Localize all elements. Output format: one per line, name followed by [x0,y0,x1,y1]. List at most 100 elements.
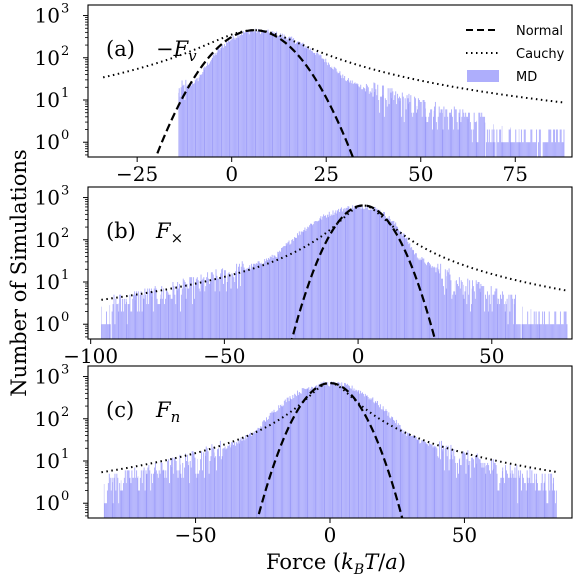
md-bar [496,288,498,339]
md-bar [543,483,545,518]
md-bar [340,208,341,339]
md-bar [471,280,473,339]
md-bar [454,109,456,157]
md-bar [426,265,428,339]
md-bar [359,393,361,518]
md-bar [229,444,231,518]
md-bar [224,446,226,518]
md-bar [312,51,313,157]
md-bar [208,64,209,157]
md-bar [321,219,323,339]
md-bar [349,80,351,157]
md-bar [510,294,512,339]
md-bar [380,409,382,518]
md-bar [131,470,133,518]
md-bar [269,413,271,518]
md-bar [241,440,243,518]
md-bar [431,109,433,157]
md-bar [264,420,266,518]
md-bar [105,324,107,339]
md-bar [135,294,136,339]
md-bar [260,34,261,157]
md-bar [337,381,339,518]
md-bar [110,490,112,518]
md-bar [181,288,183,339]
md-bar [489,142,491,157]
md-bar [479,112,481,157]
md-bar [149,288,151,339]
md-bar [341,211,343,339]
md-bar [267,258,269,339]
md-bar [132,298,134,339]
md-bar [244,440,246,518]
md-bar [249,31,251,157]
md-bar [138,490,139,518]
md-bar [411,112,413,157]
md-bar [530,483,532,518]
md-bar [563,129,565,157]
md-bar [368,399,370,518]
md-bar [302,42,304,157]
md-bar [213,446,215,518]
md-bar [210,272,212,339]
md-bar [269,256,271,339]
md-bar [260,426,262,518]
md-bar [281,33,283,157]
md-bar [217,278,219,339]
md-bar [330,381,332,518]
md-bar [519,142,521,157]
md-bar [564,311,566,339]
md-bar [453,106,455,157]
md-bar [446,456,448,518]
md-bar [354,206,356,339]
panel-label: (a) [106,37,135,61]
md-bar [231,38,233,157]
md-bar [459,109,461,157]
md-bar [553,324,555,339]
md-bar [477,457,479,518]
md-bar [461,282,463,339]
md-bar [323,381,325,518]
md-bar [466,116,468,157]
md-bar [331,68,333,157]
md-bar [407,241,409,339]
md-bar [216,470,218,518]
md-bar [107,324,109,339]
md-bar [164,304,166,339]
md-bar [490,459,492,518]
md-bar [130,311,132,339]
md-bar [490,286,492,339]
md-bar [443,294,445,339]
md-bar [550,129,552,157]
md-bar [202,278,204,339]
md-bar [308,387,310,518]
md-bar [279,250,281,339]
md-bar [113,294,115,339]
md-bar [207,451,209,518]
md-bar [415,98,417,157]
md-bar [218,448,219,518]
md-bar [121,298,123,339]
md-bar [211,57,213,157]
md-bar [473,459,474,518]
md-bar [316,221,318,339]
md-bar [382,215,384,339]
md-bar [335,385,337,518]
md-bar [364,91,366,157]
md-bar [297,41,299,157]
md-bar [232,274,234,339]
md-bar [417,98,419,157]
md-bar [404,98,406,157]
md-bar [361,392,363,518]
md-bar [143,467,145,518]
md-bar [116,473,118,518]
md-bar [457,283,458,339]
md-bar [420,442,422,518]
md-bar [449,112,451,157]
md-bar [289,396,291,518]
md-bar [404,238,406,339]
md-bar [306,388,308,518]
md-bar [532,324,534,339]
md-bar [441,109,443,157]
md-bar [276,411,278,518]
